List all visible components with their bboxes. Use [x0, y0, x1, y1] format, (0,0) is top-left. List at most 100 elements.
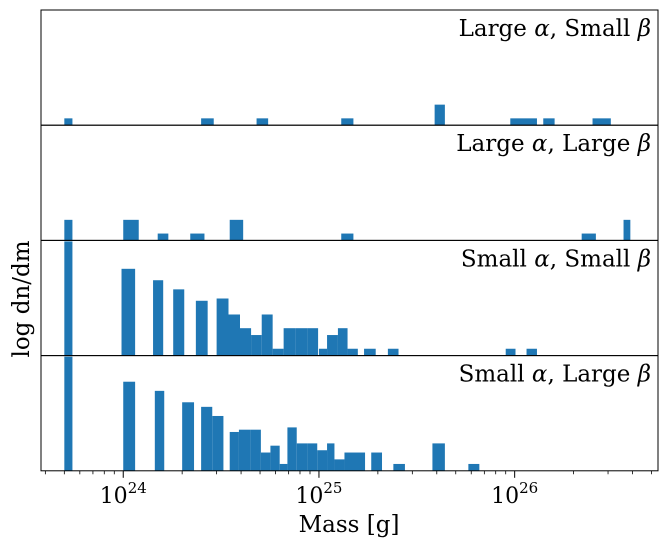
panel-label-prefix: Large — [456, 131, 532, 157]
bar — [154, 390, 165, 471]
bar — [64, 219, 73, 241]
bar — [251, 335, 262, 356]
bar — [64, 118, 73, 126]
alpha-symbol: α — [534, 246, 550, 272]
panel-label-prefix: Small — [459, 362, 532, 388]
bar — [295, 328, 308, 356]
bar — [201, 118, 214, 126]
bar — [216, 298, 229, 356]
bar — [270, 445, 280, 471]
bar — [195, 300, 208, 356]
bar — [228, 314, 240, 356]
bar — [510, 118, 537, 126]
x-tick-label: 1025 — [295, 479, 342, 509]
panel-label-mid: , Large — [547, 131, 637, 157]
panel-label-prefix: Large — [459, 16, 535, 42]
beta-symbol: β — [637, 131, 651, 157]
x-axis: 1024 1025 1026 — [44, 470, 652, 509]
bar — [121, 268, 136, 356]
beta-symbol: β — [637, 246, 651, 272]
bar — [153, 280, 164, 356]
x-tick-base: 10 — [295, 484, 323, 509]
bar — [526, 348, 537, 356]
panel-label-mid: , Small — [550, 246, 638, 272]
bar — [123, 219, 139, 241]
x-tick-exponent: 24 — [128, 479, 147, 497]
panel-label-prefix: Small — [461, 246, 534, 272]
bar — [229, 431, 239, 471]
bar — [317, 450, 328, 471]
bar — [240, 328, 252, 356]
x-tick-label: 1024 — [100, 479, 147, 509]
bar — [283, 328, 296, 356]
x-tick-base: 10 — [491, 484, 519, 509]
bar — [432, 443, 445, 471]
panel-label: Large α, Large β — [456, 131, 651, 157]
bar — [279, 463, 288, 471]
panel-label: Large α, Small β — [459, 16, 651, 42]
bar — [287, 427, 297, 471]
bar — [307, 328, 319, 356]
bar — [505, 348, 516, 356]
bar — [173, 289, 185, 356]
bar — [341, 233, 354, 241]
x-axis-label: Mass [g] — [299, 512, 400, 538]
bar — [581, 233, 596, 241]
bar — [190, 233, 205, 241]
bar — [238, 429, 251, 471]
bar — [387, 348, 399, 356]
bar — [250, 429, 261, 471]
panel-4: Small α, Large β — [40, 355, 659, 472]
bar — [64, 356, 73, 471]
bar — [543, 118, 555, 126]
x-tick-exponent: 26 — [519, 479, 538, 497]
bar — [468, 463, 480, 471]
bar — [434, 104, 445, 126]
bar — [337, 328, 348, 356]
bar — [327, 335, 338, 356]
bar — [229, 219, 244, 241]
bar — [623, 219, 631, 241]
bar — [371, 452, 383, 471]
x-tick-label: 1026 — [491, 479, 538, 509]
panel-label-mid: , Large — [547, 362, 637, 388]
bar — [296, 443, 308, 471]
bar — [272, 348, 284, 356]
panel-label: Small α, Large β — [459, 362, 651, 388]
bar — [260, 452, 271, 471]
beta-symbol: β — [637, 362, 651, 388]
bar — [157, 233, 169, 241]
panel-frame — [40, 355, 659, 472]
bar — [256, 118, 269, 126]
panel-3: Small α, Small β — [40, 239, 659, 357]
bar — [327, 443, 335, 471]
bar — [393, 463, 405, 471]
bar — [123, 381, 136, 471]
bar — [307, 443, 318, 471]
bar — [592, 118, 611, 126]
bar — [364, 348, 376, 356]
bar — [64, 241, 73, 356]
bar — [318, 348, 328, 356]
bar — [182, 402, 195, 471]
panel-label: Small α, Small β — [461, 246, 651, 272]
alpha-symbol: α — [532, 362, 548, 388]
bar — [334, 459, 345, 471]
beta-symbol: β — [637, 16, 651, 42]
alpha-symbol: α — [532, 131, 548, 157]
bar — [341, 118, 354, 126]
bar — [344, 452, 366, 471]
alpha-symbol: α — [534, 16, 550, 42]
x-tick-base: 10 — [100, 484, 128, 509]
panel-label-mid: , Small — [550, 16, 638, 42]
x-tick-exponent: 25 — [323, 479, 342, 497]
panel-1: Large α, Small β — [40, 9, 659, 126]
bar — [347, 348, 358, 356]
bar — [201, 406, 213, 471]
bar — [261, 314, 273, 356]
bar — [212, 415, 224, 471]
y-axis-label: log dn/dm — [9, 240, 35, 357]
panel-2: Large α, Large β — [40, 124, 659, 241]
